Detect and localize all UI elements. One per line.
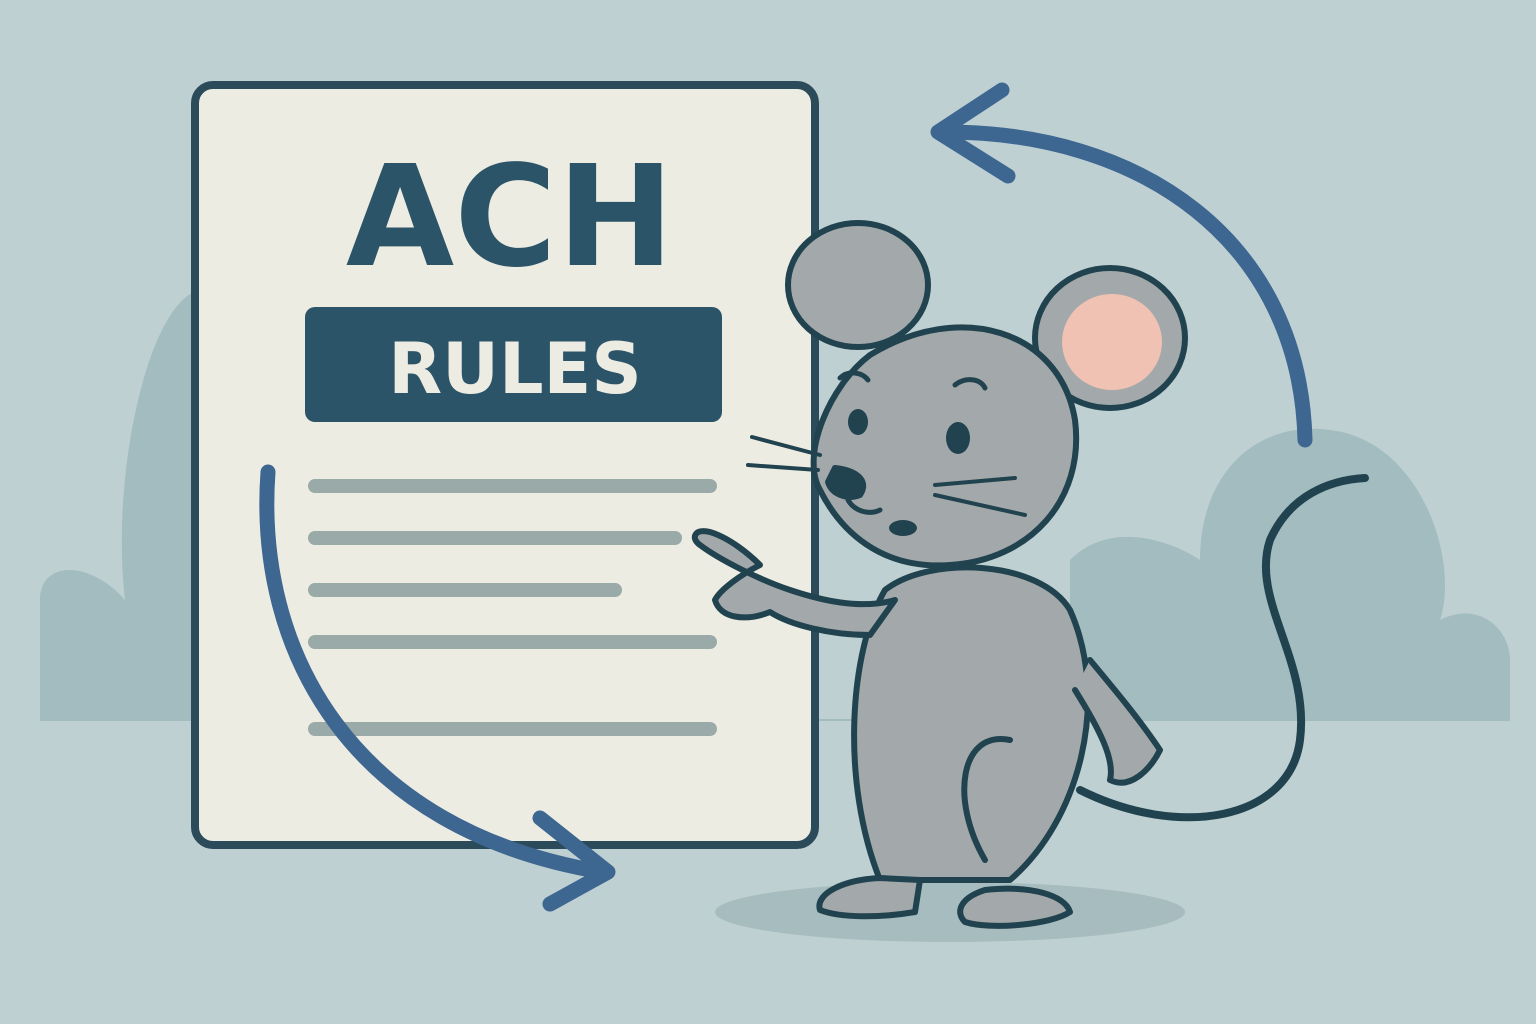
- mouse-left-eye: [848, 409, 868, 435]
- mouse-left-brow: [837, 370, 871, 383]
- mouse-nose: [825, 465, 867, 500]
- mouse-right-ear-inner: [1062, 294, 1162, 390]
- mouse-mouth: [889, 520, 917, 536]
- background-bushes: [40, 290, 1510, 720]
- rules-badge: [305, 307, 722, 422]
- arrow-bottom: [259, 464, 610, 880]
- arrow-bottom-head: [532, 810, 616, 912]
- mouse-tail: [1076, 474, 1369, 822]
- cycle-arrows-icon: [259, 82, 1313, 912]
- mouse-body: [851, 564, 1091, 883]
- arrow-top: [932, 124, 1313, 448]
- mouse-right-foot: [957, 885, 1073, 929]
- mouse-smile: [845, 497, 883, 515]
- mouse-shadow: [715, 882, 1185, 942]
- mouse-left-foot: [816, 875, 923, 920]
- arrow-top-head: [930, 82, 1016, 184]
- rules-badge-label: RULES: [388, 328, 642, 410]
- mouse-mascot: [691, 220, 1369, 942]
- mouse-pointing-arm: [691, 528, 898, 638]
- document-text-lines: [308, 479, 717, 736]
- mouse-right-arm: [1072, 657, 1163, 786]
- mouse-right-brow: [952, 377, 988, 391]
- mouse-left-ear: [785, 220, 931, 350]
- mouse-right-eye: [946, 422, 970, 454]
- mouse-head: [810, 324, 1080, 569]
- document-icon: ACH RULES: [191, 81, 819, 849]
- mouse-whiskers: [746, 435, 1027, 517]
- document-title: ACH: [346, 136, 674, 299]
- mouse-leg-line: [961, 736, 1013, 863]
